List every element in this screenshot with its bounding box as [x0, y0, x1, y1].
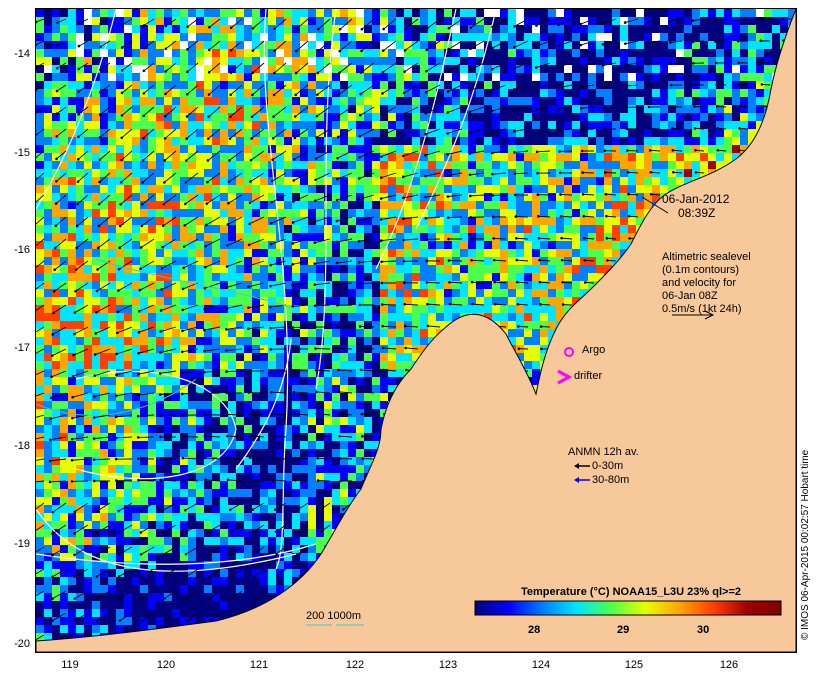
anmn-deep-label: 30-80m [592, 474, 630, 486]
altimetry-line: (0.1m contours) [662, 264, 740, 276]
lat-tick-label: -18 [14, 440, 30, 452]
colorbar [474, 600, 782, 616]
imos-credit: © IMOS 06-Apr-2015 00:02:57 Hobart time [800, 449, 811, 640]
sealevel-contours [36, 9, 497, 572]
anmn-shallow-label: 0-30m [592, 460, 624, 472]
lon-tick-label: 119 [61, 659, 79, 671]
lat-tick-label: -20 [14, 638, 30, 650]
lon-tick-label: 124 [531, 659, 551, 671]
lon-tick-label: 120 [156, 659, 176, 671]
anmn-arrows-icon [574, 463, 590, 483]
date-pointer-line [641, 196, 669, 214]
map-canvas [36, 9, 796, 652]
drifter-label: drifter [574, 370, 603, 382]
lat-tick-label: -19 [14, 538, 30, 550]
land-mass [36, 9, 796, 652]
time-label: 08:39Z [678, 206, 716, 220]
altimetry-line: 0.5m/s (1kt 24h) [662, 303, 742, 315]
velocity-scale-arrow-icon [672, 310, 715, 320]
lat-tick-label: -15 [14, 147, 30, 159]
altimetry-line: 06-Jan 08Z [662, 290, 718, 302]
lon-tick-label: 122 [345, 659, 365, 671]
lat-tick-label: -16 [14, 244, 30, 256]
altimetry-line: and velocity for [662, 277, 736, 289]
date-label: 06-Jan-2012 [662, 192, 730, 206]
argo-marker-icon [564, 347, 574, 357]
lon-tick-label: 123 [438, 659, 458, 671]
lon-tick-label: 121 [249, 659, 269, 671]
lat-tick-label: -14 [14, 48, 30, 60]
lon-tick-label: 126 [719, 659, 739, 671]
isobath-200 [36, 258, 297, 416]
argo-label: Argo [582, 344, 606, 356]
colorbar-title: Temperature (°C) NOAA15_L3U 23% ql>=2 [521, 586, 741, 598]
altimetry-line: Altimetric sealevel [662, 251, 751, 263]
sst-map [35, 8, 797, 653]
colorbar-tick: 28 [528, 624, 541, 636]
anmn-title: ANMN 12h av. [568, 446, 639, 458]
isobath-legend-lines [306, 624, 364, 626]
drifter-marker-icon [557, 369, 573, 385]
altimetry-legend: Altimetric sealevel (0.1m contours) and … [662, 251, 751, 316]
colorbar-tick: 29 [617, 624, 630, 636]
lon-tick-label: 125 [624, 659, 644, 671]
colorbar-tick: 30 [697, 624, 710, 636]
isobath-legend-label: 200 1000m [306, 610, 362, 622]
lat-tick-label: -17 [14, 342, 30, 354]
